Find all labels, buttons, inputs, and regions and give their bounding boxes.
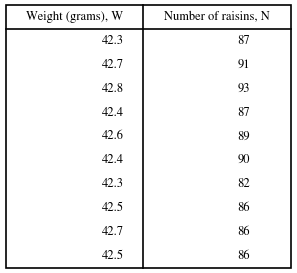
Text: 89: 89 (237, 130, 250, 143)
Text: 86: 86 (237, 250, 250, 262)
Text: 42.3: 42.3 (102, 35, 124, 47)
Text: 87: 87 (237, 107, 250, 118)
Text: Number of raisins, N: Number of raisins, N (164, 11, 270, 23)
Text: 90: 90 (237, 155, 250, 166)
Text: 42.8: 42.8 (102, 83, 124, 95)
Text: 42.6: 42.6 (102, 130, 124, 143)
Text: 42.3: 42.3 (102, 178, 124, 190)
Text: 42.5: 42.5 (102, 202, 124, 214)
Text: 42.7: 42.7 (102, 226, 124, 238)
Text: 82: 82 (237, 178, 250, 190)
Text: 42.5: 42.5 (102, 250, 124, 262)
Text: 86: 86 (237, 202, 250, 214)
Text: 86: 86 (237, 226, 250, 238)
Text: Weight (grams), W: Weight (grams), W (26, 11, 123, 23)
Text: 87: 87 (237, 35, 250, 47)
Text: 93: 93 (237, 83, 250, 95)
Text: 42.4: 42.4 (102, 155, 124, 166)
Text: 91: 91 (237, 59, 250, 71)
Text: 42.4: 42.4 (102, 107, 124, 118)
Text: 42.7: 42.7 (102, 59, 124, 71)
